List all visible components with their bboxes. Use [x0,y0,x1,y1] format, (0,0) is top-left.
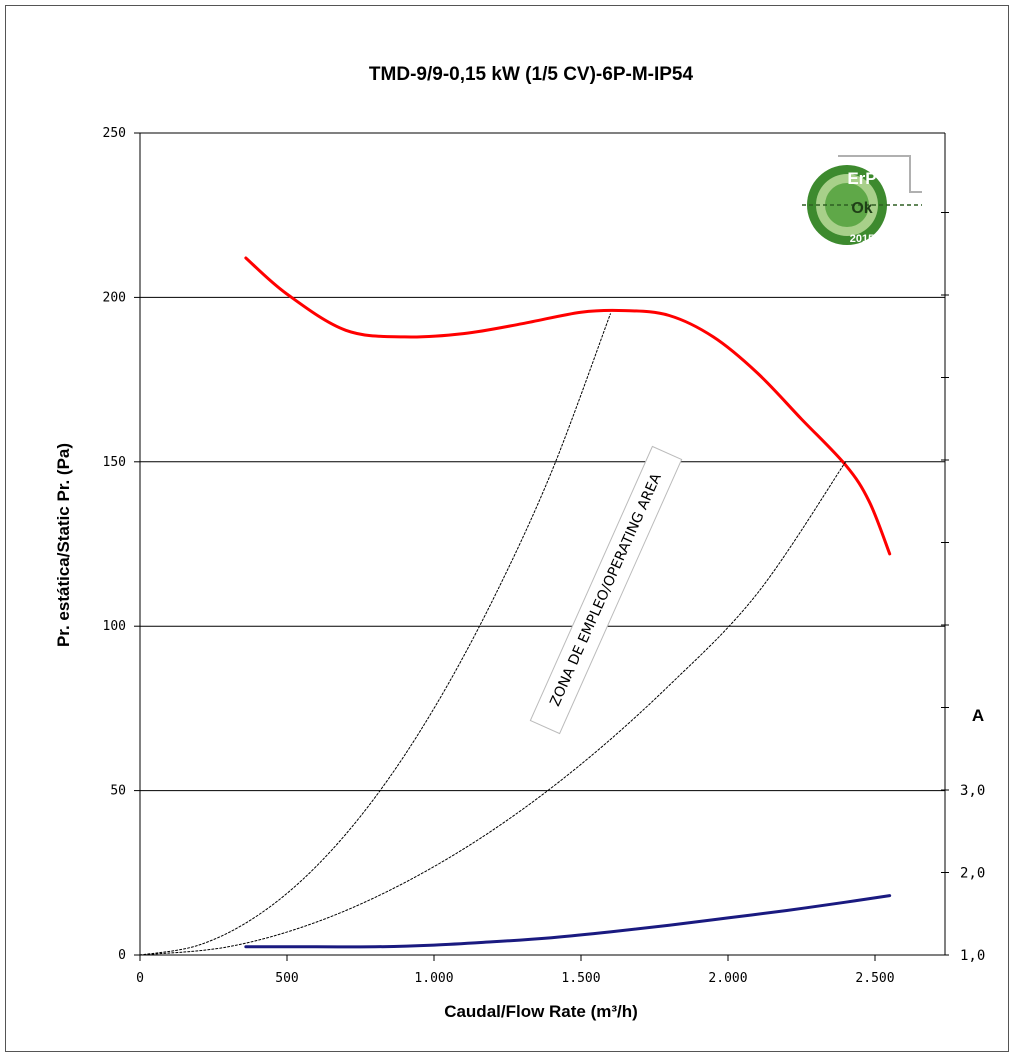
y-tick-labels: 0 50 100 150 200 250 [103,126,126,963]
x-tick-labels: 0 500 1.000 1.500 2.000 2.500 [136,971,894,986]
y-tick-label: 250 [103,126,126,141]
x-tick-label: 1.500 [561,971,600,986]
right-tick-label: 1,0 [960,948,985,964]
right-tick-labels: 1,0 2,0 3,0 [960,783,985,964]
operating-area-left-boundary [139,313,611,956]
x-tick-label: 500 [275,971,298,986]
logo-year-text: 2015 [850,233,874,245]
erp-2015-logo: ErP Ok 2015 [802,155,922,245]
current-curve [244,894,892,949]
x-axis-label: Caudal/Flow Rate (m³/h) [444,1002,638,1021]
right-axis-unit-label: A [972,706,984,725]
operating-area-annotation: ZONA DE EMPLEO/OPERATING AREA [529,445,683,735]
y-tick-label: 50 [110,784,126,799]
x-tick-label: 1.000 [414,971,453,986]
pressure-curve [244,256,892,556]
curves [139,256,892,956]
x-tick-label: 2.500 [855,971,894,986]
x-tick-label: 0 [136,971,144,986]
y-tick-label: 200 [103,290,126,305]
right-tick-label: 3,0 [960,783,985,799]
y-tick-label: 0 [118,948,126,963]
chart-title: TMD-9/9-0,15 kW (1/5 CV)-6P-M-IP54 [369,64,694,85]
operating-area-box [529,445,683,735]
y-tick-label: 150 [103,455,126,470]
y-tick-label: 100 [103,619,126,634]
logo-ok-text: Ok [851,200,872,217]
grid-lines [140,132,945,792]
right-tick-label: 2,0 [960,866,985,882]
y-axis-label: Pr. estática/Static Pr. (Pa) [54,443,73,647]
logo-erp-text: ErP [847,169,876,188]
logo-plate [838,155,922,193]
x-tick-label: 2.000 [708,971,747,986]
operating-area-right-boundary [139,461,847,956]
operating-area-label: ZONA DE EMPLEO/OPERATING AREA [547,471,665,709]
tick-marks [134,132,949,961]
chart-frame [5,5,1009,1052]
